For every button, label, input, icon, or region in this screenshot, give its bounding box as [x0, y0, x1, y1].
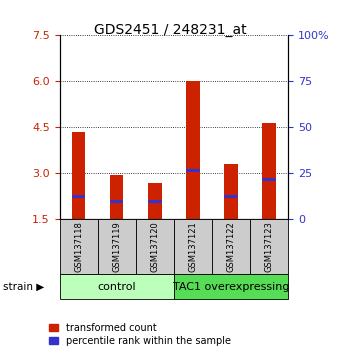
Bar	[60, 274, 174, 299]
Text: GDS2451 / 248231_at: GDS2451 / 248231_at	[94, 23, 247, 37]
Bar	[224, 164, 238, 219]
Text: GSM137123: GSM137123	[265, 222, 273, 272]
Text: GSM137118: GSM137118	[74, 222, 83, 272]
Bar	[110, 200, 123, 202]
Bar	[186, 169, 199, 172]
Bar	[263, 178, 276, 181]
Bar	[110, 175, 123, 219]
Bar	[250, 219, 288, 274]
Bar	[60, 219, 98, 274]
Bar	[174, 274, 288, 299]
Bar	[212, 219, 250, 274]
Legend: transformed count, percentile rank within the sample: transformed count, percentile rank withi…	[49, 323, 231, 346]
Text: GSM137121: GSM137121	[189, 222, 197, 272]
Bar	[72, 195, 85, 198]
Text: strain ▶: strain ▶	[3, 282, 45, 292]
Bar	[136, 219, 174, 274]
Bar	[72, 132, 85, 219]
Bar	[98, 219, 136, 274]
Text: GSM137122: GSM137122	[226, 222, 236, 272]
Text: GSM137119: GSM137119	[112, 222, 121, 272]
Text: control: control	[98, 282, 136, 292]
Text: GSM137120: GSM137120	[150, 222, 159, 272]
Bar	[174, 219, 212, 274]
Bar	[263, 123, 276, 219]
Bar	[224, 195, 238, 198]
Bar	[186, 81, 199, 219]
Bar	[148, 200, 162, 202]
Text: TAC1 overexpressing: TAC1 overexpressing	[173, 282, 289, 292]
Bar	[148, 183, 162, 219]
